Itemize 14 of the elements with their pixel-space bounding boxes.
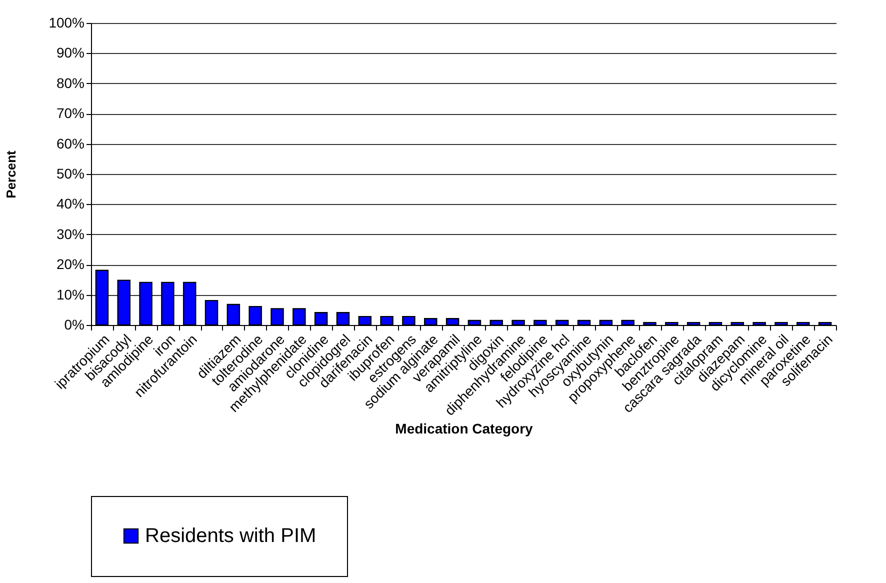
y-tick-label: 80% — [56, 74, 84, 91]
y-tick-label: 50% — [56, 166, 84, 182]
y-tick-label: 100% — [48, 14, 84, 30]
y-axis-title: Percent — [4, 150, 19, 198]
y-tick-label: 60% — [56, 135, 84, 152]
x-axis-title: Medication Category — [395, 420, 534, 436]
y-tick-label: 40% — [56, 196, 84, 212]
y-tick-label: 20% — [56, 256, 84, 272]
y-tick-label: 10% — [56, 286, 84, 302]
y-tick-label: 30% — [56, 226, 84, 242]
y-tick-label: 0% — [64, 316, 84, 332]
legend-label: Residents with PIM — [145, 525, 316, 547]
y-tick-label: 70% — [56, 105, 84, 122]
y-tick-label: 90% — [56, 44, 84, 61]
